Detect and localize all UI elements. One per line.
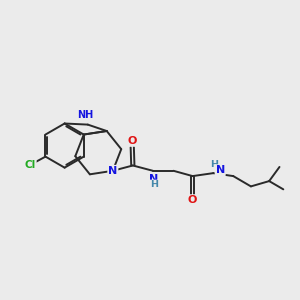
Text: Cl: Cl [25, 160, 36, 170]
Text: NH: NH [77, 110, 94, 120]
Text: N: N [216, 165, 225, 175]
Text: H: H [150, 180, 158, 189]
Text: O: O [188, 195, 197, 205]
Text: N: N [149, 174, 159, 184]
Text: O: O [128, 136, 137, 146]
Text: N: N [108, 166, 117, 176]
Text: H: H [210, 160, 218, 169]
